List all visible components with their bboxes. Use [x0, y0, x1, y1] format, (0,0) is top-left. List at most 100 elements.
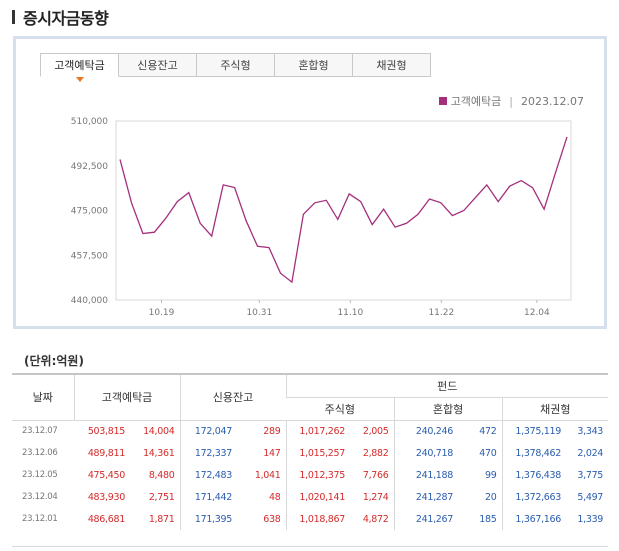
tab-bond-fund[interactable]: 채권형 [352, 53, 431, 77]
cell-stock-chg: 7,766 [350, 464, 395, 486]
cell-mixed: 241,267 [415, 513, 454, 525]
cell-date: 23.12.06 [22, 448, 58, 458]
tab-credit-balance[interactable]: 신용잔고 [118, 53, 197, 77]
table-row: 23.12.01 486,681 1,871 171,395 638 1,018,867 4… [12, 508, 608, 530]
cell-date: 23.12.01 [22, 514, 58, 524]
tab-label: 고객예탁금 [54, 59, 105, 72]
cell-stock: 1,012,375 [299, 469, 346, 481]
cell-deposit: 489,811 [87, 447, 125, 459]
plot-area [115, 120, 572, 301]
legend-separator: | [509, 94, 514, 108]
tab-stock-fund[interactable]: 주식형 [196, 53, 275, 77]
cell-date: 23.12.04 [22, 492, 58, 502]
cell-stock: 1,017,262 [299, 425, 346, 437]
cell-credit-chg: 48 [237, 486, 287, 508]
active-caret-icon [75, 77, 84, 82]
tab-label: 주식형 [220, 59, 251, 72]
cell-bond-chg: 5,497 [577, 491, 604, 503]
series-line-deposit [119, 136, 568, 284]
table-row: 23.12.04 483,930 2,751 171,442 48 1,020,141 1,… [12, 486, 608, 508]
cell-credit: 172,483 [194, 469, 233, 481]
x-tick-label: 11.10 [337, 308, 363, 318]
cell-mixed-chg: 185 [458, 508, 503, 530]
table-row: 23.12.05 475,450 8,480 172,483 1,041 1,012,37… [12, 464, 608, 486]
cell-stock-chg: 1,274 [350, 486, 395, 508]
cell-deposit-chg: 1,871 [130, 508, 181, 530]
x-tick-label: 11.22 [428, 308, 454, 318]
cell-mixed: 240,246 [415, 425, 454, 437]
cell-stock: 1,018,867 [299, 513, 346, 525]
y-tick-label: 492,500 [71, 162, 108, 172]
table-bottom-border [12, 546, 608, 547]
cell-credit-chg: 1,041 [237, 464, 287, 486]
header-credit: 신용잔고 [179, 373, 287, 421]
header-mixed: 혼합형 [393, 397, 503, 421]
cell-credit: 171,442 [194, 491, 233, 503]
chart-legend: 고객예탁금 | 2023.12.07 [438, 93, 584, 109]
x-tick-label: 10.19 [149, 308, 175, 318]
x-tick-label: 12.04 [524, 308, 550, 318]
legend-series-label: 고객예탁금 [450, 95, 502, 108]
cell-date: 23.12.07 [22, 426, 58, 437]
title-accent-bar [12, 10, 15, 24]
tab-label: 혼합형 [298, 59, 329, 72]
cell-mixed-chg: 470 [458, 442, 503, 464]
tab-deposit[interactable]: 고객예탁금 [40, 53, 119, 82]
cell-credit-chg: 638 [237, 508, 287, 530]
cell-date: 23.12.05 [22, 470, 58, 480]
chart-panel: 고객예탁금 신용잔고 주식형 혼합형 채권형 고객예탁금 | 2023.12.0… [13, 36, 607, 329]
header-stock: 주식형 [286, 397, 395, 421]
legend-swatch [438, 97, 447, 105]
cell-credit: 172,047 [194, 425, 233, 437]
cell-credit: 171,395 [194, 513, 233, 525]
cell-deposit-chg: 8,480 [130, 464, 181, 486]
cell-stock-chg: 2,882 [350, 442, 395, 464]
y-tick-label: 510,000 [71, 117, 108, 127]
cell-mixed-chg: 99 [458, 464, 503, 486]
cell-deposit-chg: 14,361 [130, 442, 181, 464]
cell-deposit-chg: 14,004 [130, 420, 181, 442]
cell-stock-chg: 4,872 [350, 508, 395, 530]
header-deposit: 고객예탁금 [73, 373, 181, 421]
cell-mixed: 240,718 [415, 447, 454, 459]
cell-deposit: 486,681 [87, 513, 125, 525]
cell-deposit: 483,930 [87, 491, 125, 503]
page-title: 증시자금동향 [23, 9, 109, 28]
table-row: 23.12.06 489,811 14,361 172,337 147 1,015,257… [12, 442, 608, 464]
cell-bond: 1,367,166 [515, 513, 562, 525]
tab-label: 신용잔고 [137, 59, 178, 72]
legend-date: 2023.12.07 [521, 94, 584, 108]
cell-credit-chg: 147 [237, 442, 287, 464]
section-header: 증시자금동향 [12, 6, 109, 28]
cell-deposit-chg: 2,751 [130, 486, 181, 508]
cell-stock: 1,020,141 [299, 491, 346, 503]
header-bond: 채권형 [501, 397, 609, 421]
fund-flow-table: 날짜 고객예탁금 신용잔고 펀드 주식형 혼합형 채권형 23.12.07 503… [12, 373, 609, 530]
tab-label: 채권형 [376, 59, 407, 72]
cell-bond: 1,372,663 [515, 491, 562, 503]
cell-mixed-chg: 472 [458, 420, 503, 442]
line-chart: 510,000 492,500 475,000 457,500 440,000 10.19… [71, 117, 572, 318]
cell-credit: 172,337 [194, 447, 233, 459]
cell-bond-chg: 3,343 [577, 425, 604, 437]
cell-bond-chg: 1,339 [577, 513, 604, 525]
y-tick-label: 475,000 [71, 207, 108, 217]
header-fund: 펀드 [285, 373, 609, 398]
cell-bond: 1,375,119 [515, 425, 562, 437]
y-tick-label: 440,000 [71, 296, 108, 306]
table-row: 23.12.07 503,815 14,004 172,047 289 1,017,262… [12, 420, 608, 442]
cell-credit-chg: 289 [237, 420, 287, 442]
cell-bond-chg: 2,024 [577, 447, 604, 459]
cell-bond-chg: 3,775 [577, 469, 604, 481]
cell-stock: 1,015,257 [299, 447, 346, 459]
cell-mixed-chg: 20 [458, 486, 503, 508]
x-tick-label: 10.31 [246, 308, 272, 318]
y-tick-label: 457,500 [71, 251, 108, 261]
cell-mixed: 241,188 [415, 469, 454, 481]
cell-bond: 1,376,438 [515, 469, 562, 481]
table-body: 23.12.07 503,815 14,004 172,047 289 1,017,262… [12, 420, 608, 530]
cell-stock-chg: 2,005 [350, 420, 395, 442]
cell-deposit: 475,450 [87, 469, 125, 481]
cell-deposit: 503,815 [87, 425, 125, 437]
cell-bond: 1,378,462 [515, 447, 562, 459]
